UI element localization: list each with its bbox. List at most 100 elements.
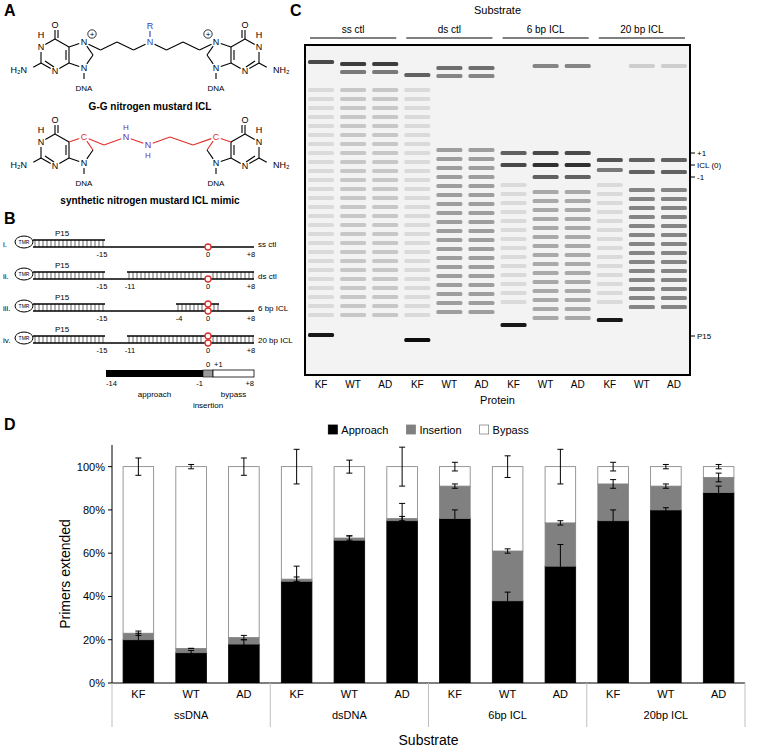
atom: N: [213, 63, 220, 73]
error-cap: [663, 468, 669, 469]
error-cap: [188, 654, 194, 655]
gel-band: [308, 142, 334, 146]
base-pair: [55, 272, 56, 279]
error-bar: [663, 484, 669, 488]
position-label: -4: [176, 314, 183, 323]
fluorophore: [15, 236, 33, 248]
gel-band: [340, 223, 366, 227]
gel-band: [661, 269, 687, 273]
error-line: [454, 484, 455, 488]
gel-band: [372, 313, 398, 317]
bond: [230, 47, 231, 63]
gel-band: [565, 163, 591, 167]
base-pair: [145, 272, 146, 279]
error-cap: [557, 520, 563, 521]
atom: N: [242, 161, 249, 171]
base-pair: [245, 336, 246, 343]
gel-band: [340, 142, 366, 146]
error-bar: [452, 484, 458, 488]
gel-band: [661, 260, 687, 264]
group-separator: [112, 683, 113, 727]
gel-band: [308, 88, 334, 92]
gel-band: [436, 202, 462, 206]
gel-band: [533, 235, 559, 239]
base-pair: [197, 336, 198, 343]
gel-band: [468, 310, 494, 314]
gel-band: [468, 166, 494, 170]
bar-segment: [176, 653, 207, 683]
base-pair: [233, 336, 234, 343]
base-pair: [91, 240, 92, 247]
base-pair: [75, 304, 76, 311]
error-line: [349, 536, 350, 540]
gel-band: [404, 151, 430, 155]
base-pair: [194, 304, 195, 311]
gel-band: [404, 205, 430, 209]
error-cap: [505, 592, 511, 593]
atom: DNA: [76, 179, 94, 188]
scale-mark: +1: [214, 360, 223, 369]
error-cap: [241, 639, 247, 640]
gel-band: [436, 166, 462, 170]
gel-band: [597, 264, 623, 268]
base-pair: [181, 336, 182, 343]
legend-swatch: [406, 425, 415, 434]
error-cap: [135, 646, 141, 647]
gel: [305, 45, 690, 375]
error-cap: [610, 462, 616, 463]
base-pair: [214, 304, 215, 311]
gel-band: [661, 215, 687, 219]
error-line: [191, 651, 192, 655]
bond: [59, 158, 69, 164]
error-line: [138, 631, 139, 635]
panel-letter: D: [4, 416, 16, 433]
downstream-strand: [127, 271, 254, 272]
gel-band: [468, 283, 494, 287]
gel-band: [501, 273, 527, 277]
bond: [57, 30, 58, 38]
base-pair: [35, 240, 36, 247]
gel-band: [372, 115, 398, 119]
position-label: +8: [247, 282, 256, 291]
error-cap: [716, 468, 722, 469]
gel-band: [436, 247, 462, 251]
base-pair: [149, 336, 150, 343]
bond: [55, 134, 69, 142]
gel-band: [629, 215, 655, 219]
gel-band: [404, 304, 430, 308]
error-bar: [135, 631, 141, 635]
y-tick-label: 20%: [83, 634, 105, 646]
base-pair: [157, 272, 158, 279]
y-tick: [108, 553, 112, 554]
base-pair: [47, 240, 48, 247]
atom: NH₂: [273, 65, 290, 75]
error-cap: [135, 635, 141, 636]
gel-band: [372, 187, 398, 191]
error-line: [243, 458, 244, 475]
gel-band: [308, 295, 334, 299]
panel-letter: C: [290, 2, 302, 19]
gel-band: [372, 106, 398, 110]
bond: [167, 42, 184, 50]
gel-band: [533, 163, 559, 167]
lane-label: AD: [378, 379, 392, 390]
base-pair: [51, 336, 52, 343]
base-pair: [213, 272, 214, 279]
error-line: [507, 456, 508, 478]
base-pair: [141, 272, 142, 279]
bond: [221, 63, 231, 66]
gel-band: [533, 64, 559, 68]
gel-band: [533, 289, 559, 293]
gel-band: [468, 265, 494, 269]
error-line: [507, 549, 508, 553]
atom: DNA: [208, 84, 226, 93]
base-pair: [43, 304, 44, 311]
gel-band: [308, 232, 334, 236]
gel-band: [629, 305, 655, 309]
downstream-strand: [176, 303, 219, 304]
atom: N: [81, 37, 88, 47]
base-pair: [218, 304, 219, 311]
gel-band: [629, 260, 655, 264]
gel-band: [308, 196, 334, 200]
error-cap: [663, 483, 669, 484]
